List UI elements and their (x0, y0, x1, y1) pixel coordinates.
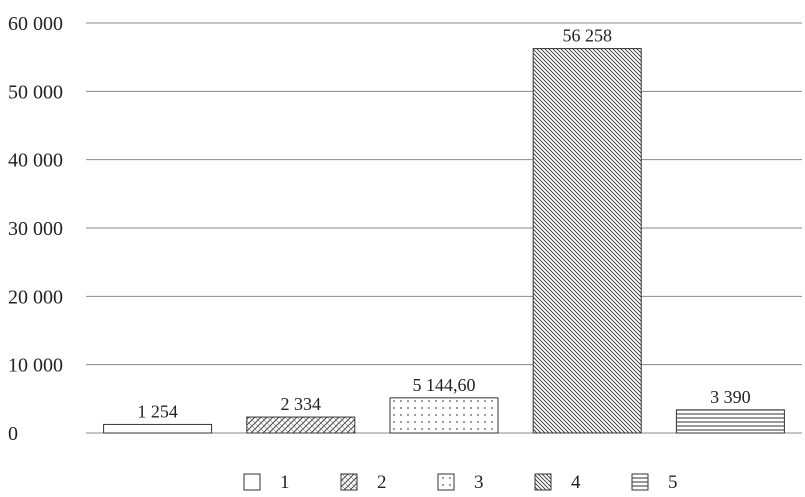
bars (103, 48, 785, 434)
legend-label-2: 2 (377, 472, 387, 493)
y-tick-label: 10 000 (8, 355, 63, 377)
bar-3 (389, 397, 499, 434)
y-tick-label: 40 000 (8, 150, 63, 172)
bar-1 (103, 423, 213, 434)
legend: 1 2 3 4 5 (243, 472, 678, 493)
legend-swatch-5 (631, 473, 649, 491)
bar-2 (246, 416, 356, 434)
y-tick-label: 60 000 (8, 13, 63, 35)
legend-swatch-2 (340, 473, 358, 491)
legend-label-4: 4 (571, 472, 581, 493)
data-label-1: 1 254 (137, 401, 178, 421)
data-label-4: 56 258 (562, 26, 612, 46)
data-label-5: 3 390 (710, 387, 751, 407)
bar-4 (532, 48, 642, 434)
data-label-3: 5 144,60 (413, 375, 476, 395)
y-tick-label: 50 000 (8, 81, 63, 103)
legend-label-3: 3 (474, 472, 484, 493)
data-labels: 1 254 2 334 5 144,60 56 258 3 390 (137, 26, 750, 422)
bar-5 (675, 409, 785, 434)
y-tick-label: 30 000 (8, 218, 63, 240)
gridlines (86, 22, 802, 434)
y-tick-label: 20 000 (8, 286, 63, 308)
legend-label-1: 1 (280, 472, 290, 493)
y-tick-label: 0 (8, 423, 18, 445)
data-label-2: 2 334 (281, 394, 322, 414)
legend-label-5: 5 (668, 472, 678, 493)
y-axis-tick-labels: 0 10 000 20 000 30 000 40 000 50 000 60 000 (8, 13, 63, 445)
legend-swatch-4 (534, 473, 552, 491)
legend-swatch-1 (243, 473, 261, 491)
legend-swatch-3 (437, 473, 455, 491)
